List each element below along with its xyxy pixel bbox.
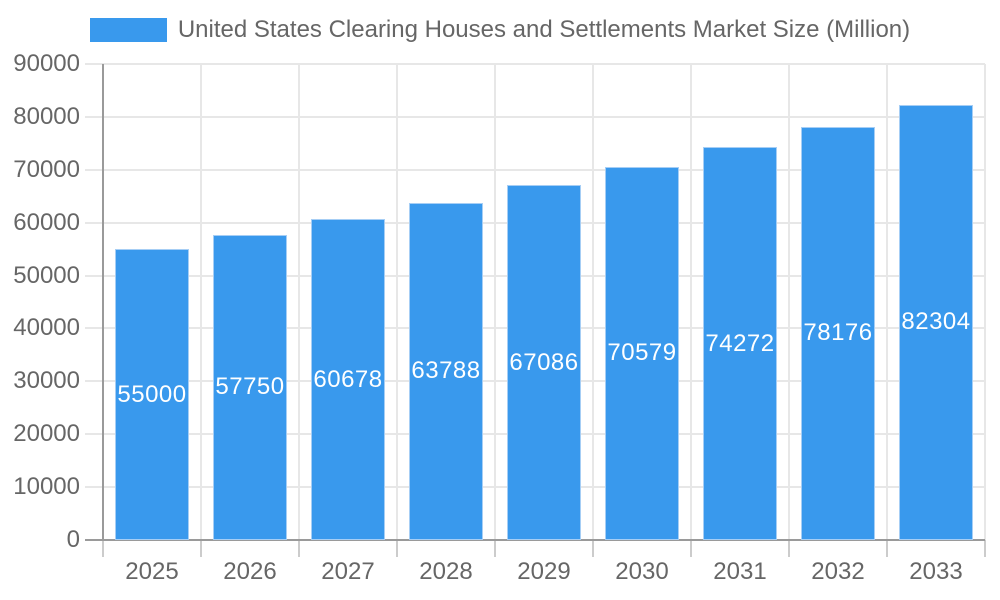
x-axis-category-label: 2027 bbox=[321, 558, 375, 585]
y-axis-tick-label: 80000 bbox=[13, 102, 80, 130]
bar-2027[interactable]: 60678 bbox=[311, 219, 385, 540]
y-gridline bbox=[85, 63, 985, 65]
x-axis-tick bbox=[102, 540, 104, 557]
x-axis-category-label: 2029 bbox=[517, 558, 571, 585]
y-gridline bbox=[85, 168, 985, 171]
bar-value-label: 70579 bbox=[607, 339, 677, 367]
y-gridline bbox=[85, 115, 985, 118]
bar-value-label: 74272 bbox=[705, 329, 775, 357]
y-axis-line bbox=[102, 64, 104, 540]
y-axis-tick-label: 90000 bbox=[13, 50, 80, 77]
y-axis-tick-label: 70000 bbox=[13, 155, 80, 183]
bar-value-label: 60678 bbox=[313, 365, 383, 393]
bar-2028[interactable]: 63788 bbox=[409, 202, 483, 540]
bar-value-label: 82304 bbox=[901, 308, 971, 336]
bar-2029[interactable]: 67086 bbox=[507, 185, 581, 540]
legend-swatch-icon bbox=[89, 18, 167, 42]
x-axis-category-label: 2025 bbox=[125, 558, 179, 585]
bar-2031[interactable]: 74272 bbox=[703, 147, 777, 540]
legend-label: United States Clearing Houses and Settle… bbox=[177, 16, 911, 43]
y-axis-tick-label: 40000 bbox=[13, 314, 80, 342]
x-axis-category-label: 2030 bbox=[615, 558, 669, 585]
bar-value-label: 67086 bbox=[509, 348, 579, 376]
y-axis-tick-label: 60000 bbox=[13, 208, 80, 236]
y-axis-tick-label: 0 bbox=[66, 526, 80, 553]
x-axis-tick bbox=[592, 540, 594, 557]
bar-value-label: 57750 bbox=[215, 373, 285, 401]
bar-value-label: 55000 bbox=[117, 380, 187, 408]
x-gridline bbox=[592, 64, 594, 540]
bar-2026[interactable]: 57750 bbox=[213, 234, 287, 540]
x-axis-category-label: 2028 bbox=[419, 558, 473, 585]
x-axis-line bbox=[85, 539, 985, 541]
x-axis-tick bbox=[690, 540, 692, 557]
x-axis-tick bbox=[984, 540, 986, 557]
x-gridline bbox=[984, 64, 986, 540]
bar-value-label: 63788 bbox=[411, 357, 481, 385]
x-gridline bbox=[298, 64, 300, 540]
y-axis-tick-label: 10000 bbox=[13, 473, 80, 501]
x-axis-tick bbox=[396, 540, 398, 557]
x-axis-category-label: 2032 bbox=[811, 558, 865, 585]
x-axis-tick bbox=[298, 540, 300, 557]
x-axis-category-label: 2026 bbox=[223, 558, 277, 585]
x-axis-tick bbox=[886, 540, 888, 557]
x-gridline bbox=[690, 64, 692, 540]
x-gridline bbox=[886, 64, 888, 540]
x-axis-tick bbox=[494, 540, 496, 557]
x-gridline bbox=[788, 64, 790, 540]
y-axis-tick-label: 30000 bbox=[13, 367, 80, 395]
bar-2030[interactable]: 70579 bbox=[605, 166, 679, 540]
x-axis-tick bbox=[200, 540, 202, 557]
bar-value-label: 78176 bbox=[803, 319, 873, 347]
x-axis-category-label: 2033 bbox=[909, 558, 963, 585]
y-axis-tick-label: 50000 bbox=[13, 261, 80, 289]
bar-2025[interactable]: 55000 bbox=[115, 249, 189, 540]
bar-2033[interactable]: 82304 bbox=[899, 104, 973, 540]
x-axis-tick bbox=[788, 540, 790, 557]
bar-2032[interactable]: 78176 bbox=[801, 126, 875, 540]
x-axis-category-label: 2031 bbox=[713, 558, 767, 585]
y-axis-tick-label: 20000 bbox=[13, 420, 80, 448]
x-gridline bbox=[396, 64, 398, 540]
legend[interactable]: United States Clearing Houses and Settle… bbox=[0, 8, 1000, 52]
x-gridline bbox=[494, 64, 496, 540]
x-gridline bbox=[200, 64, 202, 540]
